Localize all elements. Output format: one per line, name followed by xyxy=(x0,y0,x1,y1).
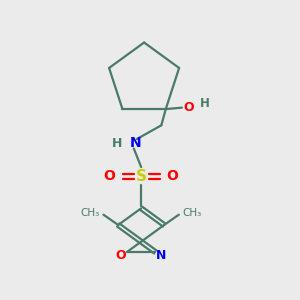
Text: H: H xyxy=(200,97,210,110)
Text: O: O xyxy=(167,169,178,184)
Text: S: S xyxy=(136,169,147,184)
Text: O: O xyxy=(115,249,126,262)
Text: CH₃: CH₃ xyxy=(182,208,202,218)
Text: O: O xyxy=(183,101,194,114)
Text: N: N xyxy=(130,136,141,150)
Text: CH₃: CH₃ xyxy=(81,208,100,218)
Text: O: O xyxy=(104,169,116,184)
Text: N: N xyxy=(155,249,166,262)
Text: H: H xyxy=(112,137,123,150)
